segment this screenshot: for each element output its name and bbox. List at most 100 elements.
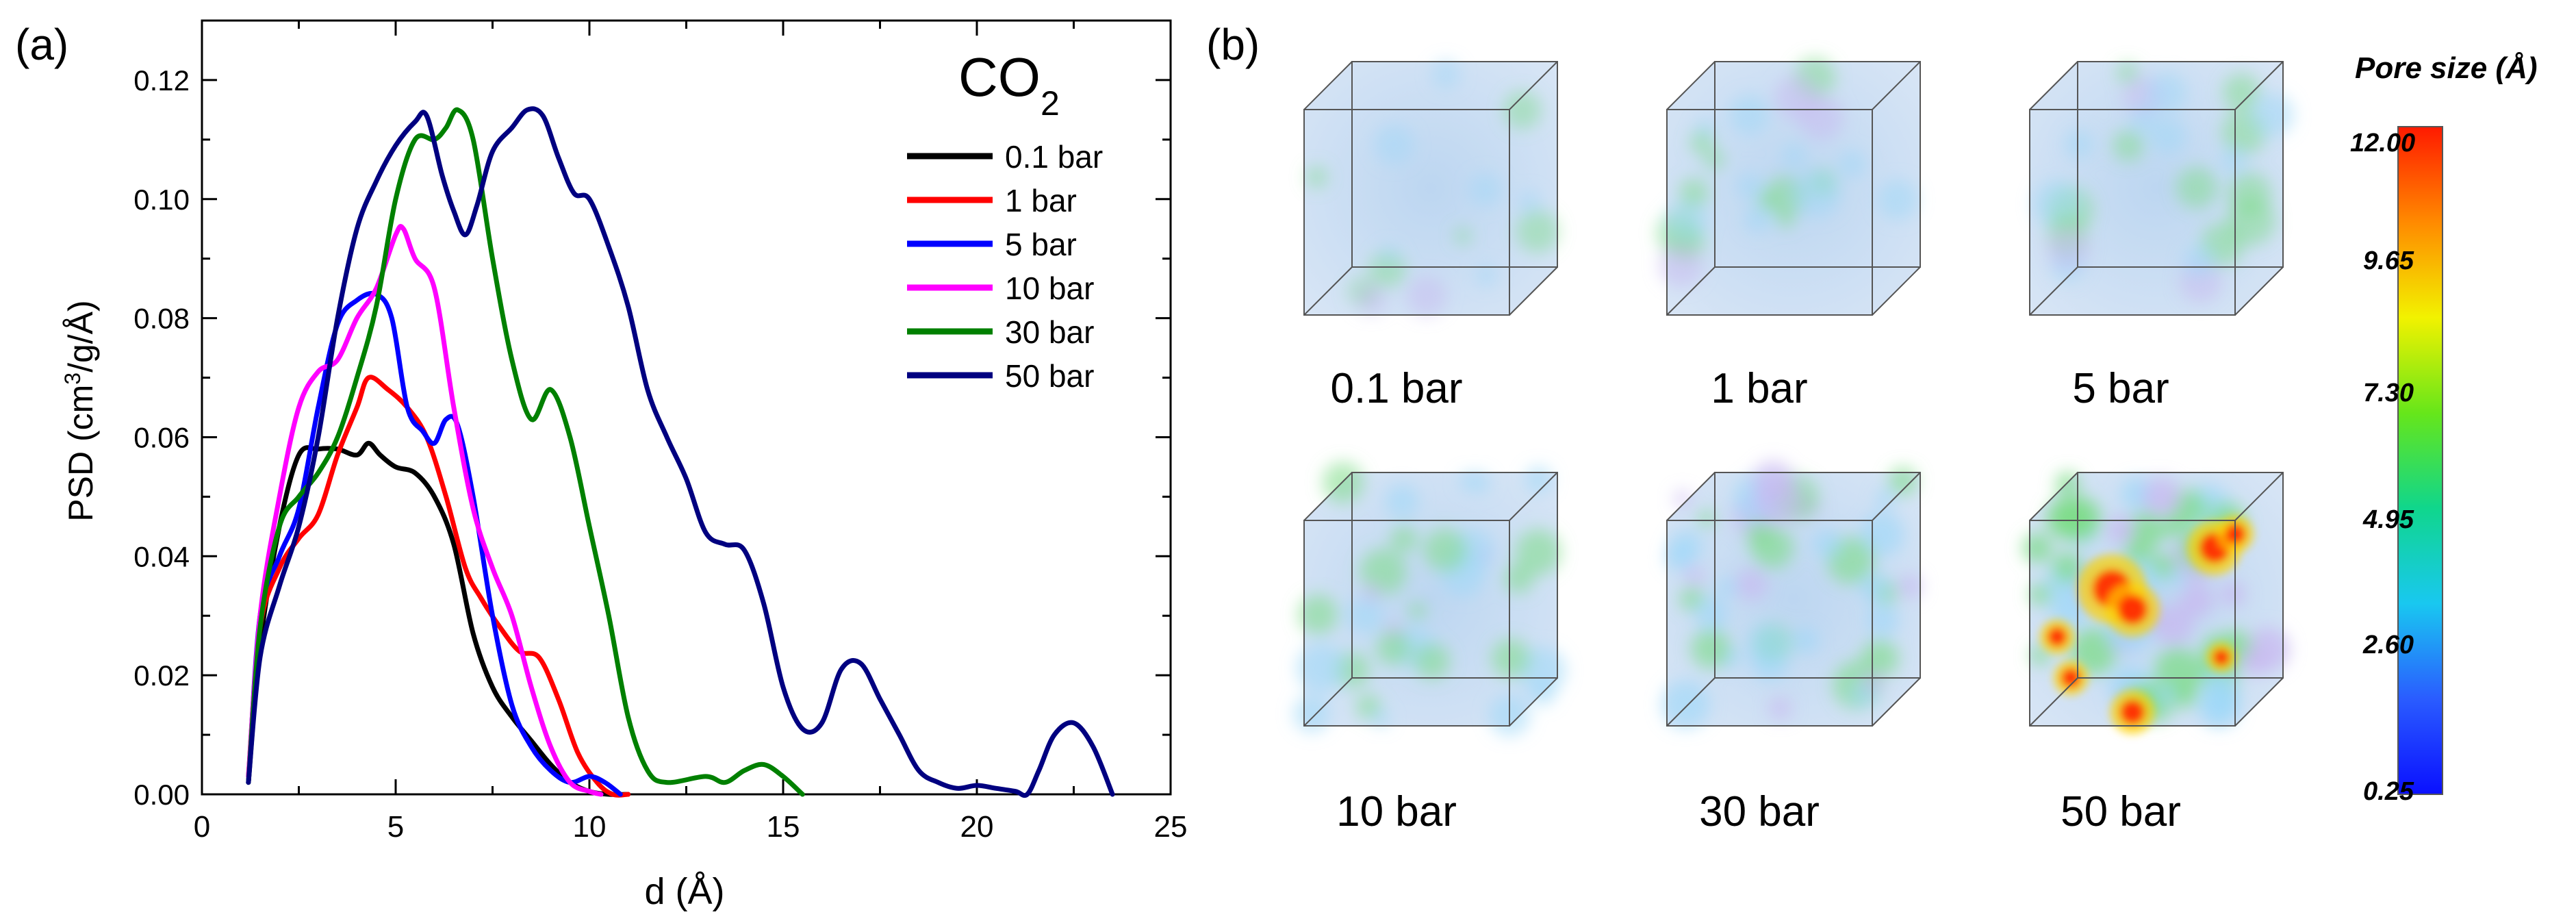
- cube-blob: [1798, 95, 1844, 140]
- cube-blob: [2152, 604, 2194, 646]
- colorbar-tick-0: 12.00: [2350, 129, 2416, 157]
- cube-blob: [1406, 276, 1447, 316]
- cube-blob: [1718, 577, 1737, 597]
- cube-back-face: [2077, 472, 2284, 679]
- cube-blob: [1516, 210, 1559, 253]
- cube-blob: [1347, 596, 1384, 633]
- legend-label: 30 bar: [1005, 314, 1094, 350]
- cube-blob: [1661, 680, 1710, 729]
- cube-blob: [1659, 242, 1703, 288]
- colorbar-tick-5: 0.25: [2363, 777, 2414, 806]
- legend-label: 1 bar: [1005, 183, 1077, 218]
- cube-edge: [1666, 472, 1716, 521]
- cube-blob: [2052, 552, 2084, 583]
- cube-blob: [1518, 647, 1566, 694]
- cube-blob: [1374, 124, 1415, 165]
- legend-title-sub: 2: [1041, 84, 1060, 123]
- cube-edge: [1872, 677, 1921, 727]
- cube-blob: [1390, 525, 1418, 553]
- cube-blob: [1757, 190, 1778, 210]
- cube-edge: [1303, 472, 1353, 521]
- cube-blob: [1776, 210, 1795, 228]
- cube-edge: [2234, 472, 2284, 521]
- cube-blob: [2199, 687, 2239, 727]
- cube-blob: [1867, 604, 1899, 636]
- cube-blob: [1469, 472, 1490, 494]
- cube-edge: [2029, 472, 2078, 521]
- colorbar-tick-2: 7.30: [2363, 379, 2414, 407]
- cube-edge: [1666, 266, 1716, 316]
- panel-b-label: (b): [1206, 20, 1260, 69]
- cube-hotspots: [2039, 516, 2254, 735]
- series-line-10-bar: [246, 224, 604, 797]
- cube-4: [1661, 460, 1922, 729]
- cube-blob: [2251, 93, 2295, 137]
- cube-blob: [2064, 129, 2093, 159]
- cube-hotspot: [2061, 668, 2080, 687]
- cube-edge: [1509, 677, 1558, 727]
- cube-edge: [2234, 677, 2284, 727]
- legend: CO2 0.1 bar 1 bar 5 bar 10 bar 30 bar 50 bar: [907, 47, 1103, 394]
- cube-blob: [1684, 566, 1705, 586]
- cube-blob: [1695, 597, 1728, 630]
- cube-back-face: [1351, 61, 1558, 268]
- x-axis-ticks: 0 5 10 15 20 25: [194, 21, 1188, 844]
- cube-blob: [2106, 516, 2135, 544]
- x-tick-label: 15: [767, 810, 800, 844]
- cube-blob: [1356, 283, 1387, 315]
- cube-blob: [2142, 478, 2181, 517]
- cube-front-face: [1303, 109, 1510, 316]
- cube-texture: [2033, 62, 2295, 303]
- cube-blob: [2055, 472, 2080, 496]
- cube-blob: [2155, 684, 2176, 705]
- cube-hotspot: [2117, 594, 2147, 624]
- cube-edge: [1872, 61, 1921, 110]
- y-axis-label-superscript: 3: [60, 373, 85, 385]
- cube-blob: [2117, 62, 2139, 84]
- cube-blob: [1503, 90, 1542, 129]
- cube-blob: [1408, 602, 1426, 620]
- cube-edge: [1509, 61, 1558, 110]
- cube-blob: [1768, 696, 1792, 720]
- cube-blob: [1670, 530, 1703, 563]
- cube-label-0: 0.1 bar: [1330, 365, 1463, 412]
- cube-5: [2022, 472, 2290, 735]
- cube-edge: [1872, 266, 1921, 316]
- cube-blob: [1746, 521, 1772, 548]
- series-line-50-bar: [246, 106, 1115, 798]
- cube-blob: [2176, 167, 2217, 209]
- cube-edge: [1303, 266, 1353, 316]
- x-tick-label: 20: [960, 810, 994, 844]
- legend-title-main: CO: [958, 47, 1041, 108]
- cube-blob: [2030, 646, 2050, 665]
- cube-edge: [2234, 266, 2284, 316]
- colorbar-tick-1: 9.65: [2363, 247, 2414, 275]
- cube-blob: [1356, 694, 1381, 719]
- cube-blob: [2150, 117, 2186, 155]
- cube-blob: [2051, 498, 2094, 540]
- cube-blob: [1679, 178, 1709, 208]
- cube-2: [2029, 61, 2295, 316]
- x-tick-label: 10: [573, 810, 607, 844]
- cube-edge: [2029, 266, 2078, 316]
- cube-label-2: 5 bar: [2072, 365, 2169, 412]
- cube-blob: [1861, 640, 1899, 677]
- y-axis-label: PSD (cm3/g/Å): [60, 300, 100, 521]
- cube-blob: [1431, 60, 1461, 89]
- y-tick-label: 0.02: [133, 659, 190, 692]
- cube-blob: [1859, 572, 1890, 603]
- cube-blob: [1414, 643, 1450, 679]
- cube-blob: [1748, 623, 1789, 664]
- x-tick-label: 25: [1154, 810, 1188, 844]
- x-tick-label: 5: [387, 810, 404, 844]
- cube-texture: [1661, 460, 1922, 729]
- cube-blob: [1293, 695, 1331, 733]
- series-line-1-bar: [246, 375, 631, 798]
- cube-blob: [1736, 173, 1763, 199]
- cube-blob: [2129, 105, 2157, 134]
- cube-blob: [1518, 190, 1541, 213]
- cube-front-face: [2029, 520, 2236, 727]
- cube-blob: [1381, 245, 1399, 263]
- colorbar-tick-3: 4.95: [2363, 505, 2414, 534]
